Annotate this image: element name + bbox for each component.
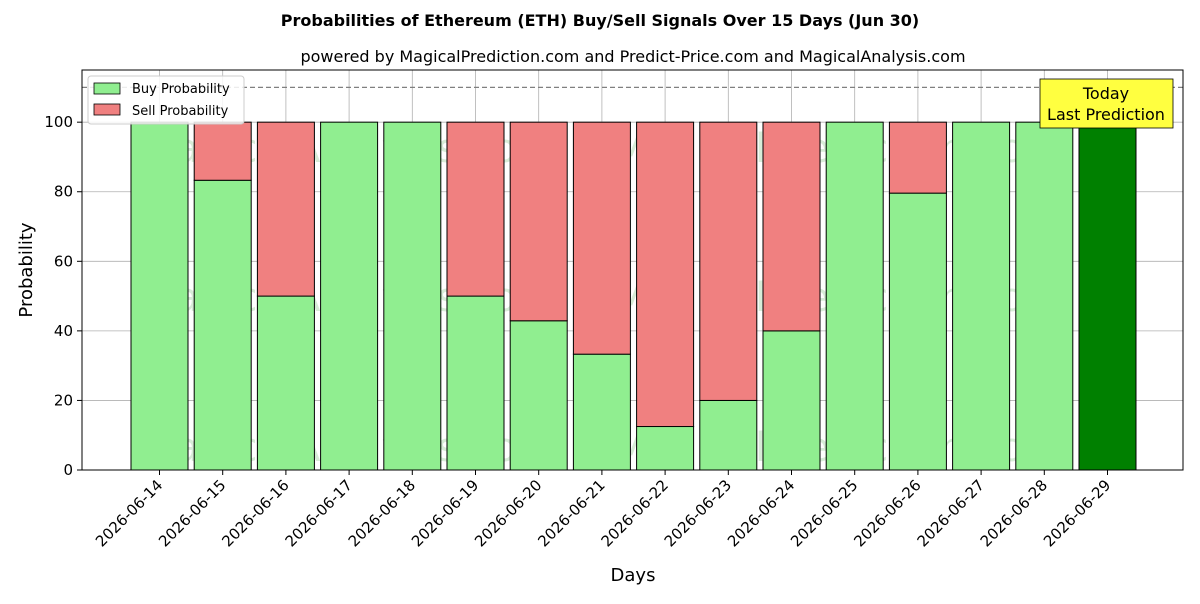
bar-buy-2026-06-24 xyxy=(762,330,821,471)
x-ticks: 2026-06-142026-06-152026-06-162026-06-17… xyxy=(92,470,1114,550)
annotation-box xyxy=(1039,78,1174,129)
bar-buy-2026-06-19 xyxy=(446,295,505,471)
bar-buy-2026-06-16 xyxy=(256,295,315,471)
x-tick-label: 2026-06-28 xyxy=(977,476,1051,550)
x-tick-label: 2026-06-17 xyxy=(282,476,356,550)
legend-swatch-buy xyxy=(93,82,121,95)
bars xyxy=(130,121,1137,471)
x-tick-label: 2026-06-21 xyxy=(534,476,608,550)
y-ticks: 0 20 40 60 80 100 xyxy=(44,113,82,479)
x-tick-label: 2026-06-29 xyxy=(1040,476,1114,550)
x-axis-label: Days xyxy=(611,565,656,586)
bar-sell-2026-06-22 xyxy=(636,121,695,428)
x-tick-label: 2026-06-16 xyxy=(218,476,292,550)
bar-sell-2026-06-23 xyxy=(699,121,758,401)
annotation-line1: Today xyxy=(1082,84,1129,103)
y-tick-label: 100 xyxy=(44,113,73,131)
bar-buy-2026-06-18 xyxy=(383,121,442,471)
bar-sell-2026-06-24 xyxy=(762,121,821,332)
y-axis-label: Probability xyxy=(16,222,37,317)
legend-frame xyxy=(87,75,245,125)
legend: Buy Probability Sell Probability xyxy=(87,75,245,125)
x-tick-label: 2026-06-23 xyxy=(661,476,735,550)
x-tick-label: 2026-06-25 xyxy=(787,476,861,550)
chart-subtitle: powered by MagicalPrediction.com and Pre… xyxy=(300,47,965,66)
legend-label-buy: Buy Probability xyxy=(132,82,230,97)
x-tick-label: 2026-06-27 xyxy=(914,476,988,550)
x-tick-label: 2026-06-26 xyxy=(850,476,924,550)
bar-sell-2026-06-21 xyxy=(572,121,631,355)
today-annotation: Today Last Prediction xyxy=(1039,78,1174,129)
plot-frame xyxy=(81,69,1184,471)
bar-buy-2026-06-25 xyxy=(825,121,884,471)
x-tick-label: 2026-06-20 xyxy=(471,476,545,550)
bar-buy-2026-06-15 xyxy=(193,179,252,471)
y-tick-label: 20 xyxy=(54,391,73,409)
bar-buy-2026-06-17 xyxy=(320,121,379,471)
bar-buy-2026-06-23 xyxy=(699,399,758,471)
bar-sell-2026-06-15 xyxy=(193,121,252,181)
chart-title: Probabilities of Ethereum (ETH) Buy/Sell… xyxy=(281,11,919,30)
x-tick-label: 2026-06-19 xyxy=(408,476,482,550)
y-tick-label: 80 xyxy=(54,183,73,201)
bar-sell-2026-06-19 xyxy=(446,121,505,297)
y-tick-label: 0 xyxy=(63,461,73,479)
bar-buy-2026-06-14 xyxy=(130,121,189,471)
x-tick-label: 2026-06-24 xyxy=(724,476,798,550)
bar-buy-2026-06-21 xyxy=(572,353,631,471)
bar-buy-2026-06-22 xyxy=(636,426,695,471)
bar-sell-2026-06-16 xyxy=(256,121,315,297)
x-tick-label: 2026-06-22 xyxy=(598,476,672,550)
bar-buy-2026-06-29 xyxy=(1078,121,1137,471)
annotation-line2: Last Prediction xyxy=(1047,105,1165,124)
legend-label-sell: Sell Probability xyxy=(132,104,229,119)
bar-buy-2026-06-27 xyxy=(952,121,1011,471)
bar-buy-2026-06-26 xyxy=(888,192,947,471)
bar-buy-2026-06-28 xyxy=(1015,121,1074,471)
x-tick-label: 2026-06-18 xyxy=(345,476,419,550)
bar-sell-2026-06-20 xyxy=(509,121,568,322)
x-tick-label: 2026-06-15 xyxy=(155,476,229,550)
bar-sell-2026-06-26 xyxy=(888,121,947,194)
legend-swatch-sell xyxy=(93,103,121,116)
bar-buy-2026-06-20 xyxy=(509,320,568,471)
y-tick-label: 60 xyxy=(54,252,73,270)
y-tick-label: 40 xyxy=(54,322,73,340)
x-tick-label: 2026-06-14 xyxy=(92,476,166,550)
